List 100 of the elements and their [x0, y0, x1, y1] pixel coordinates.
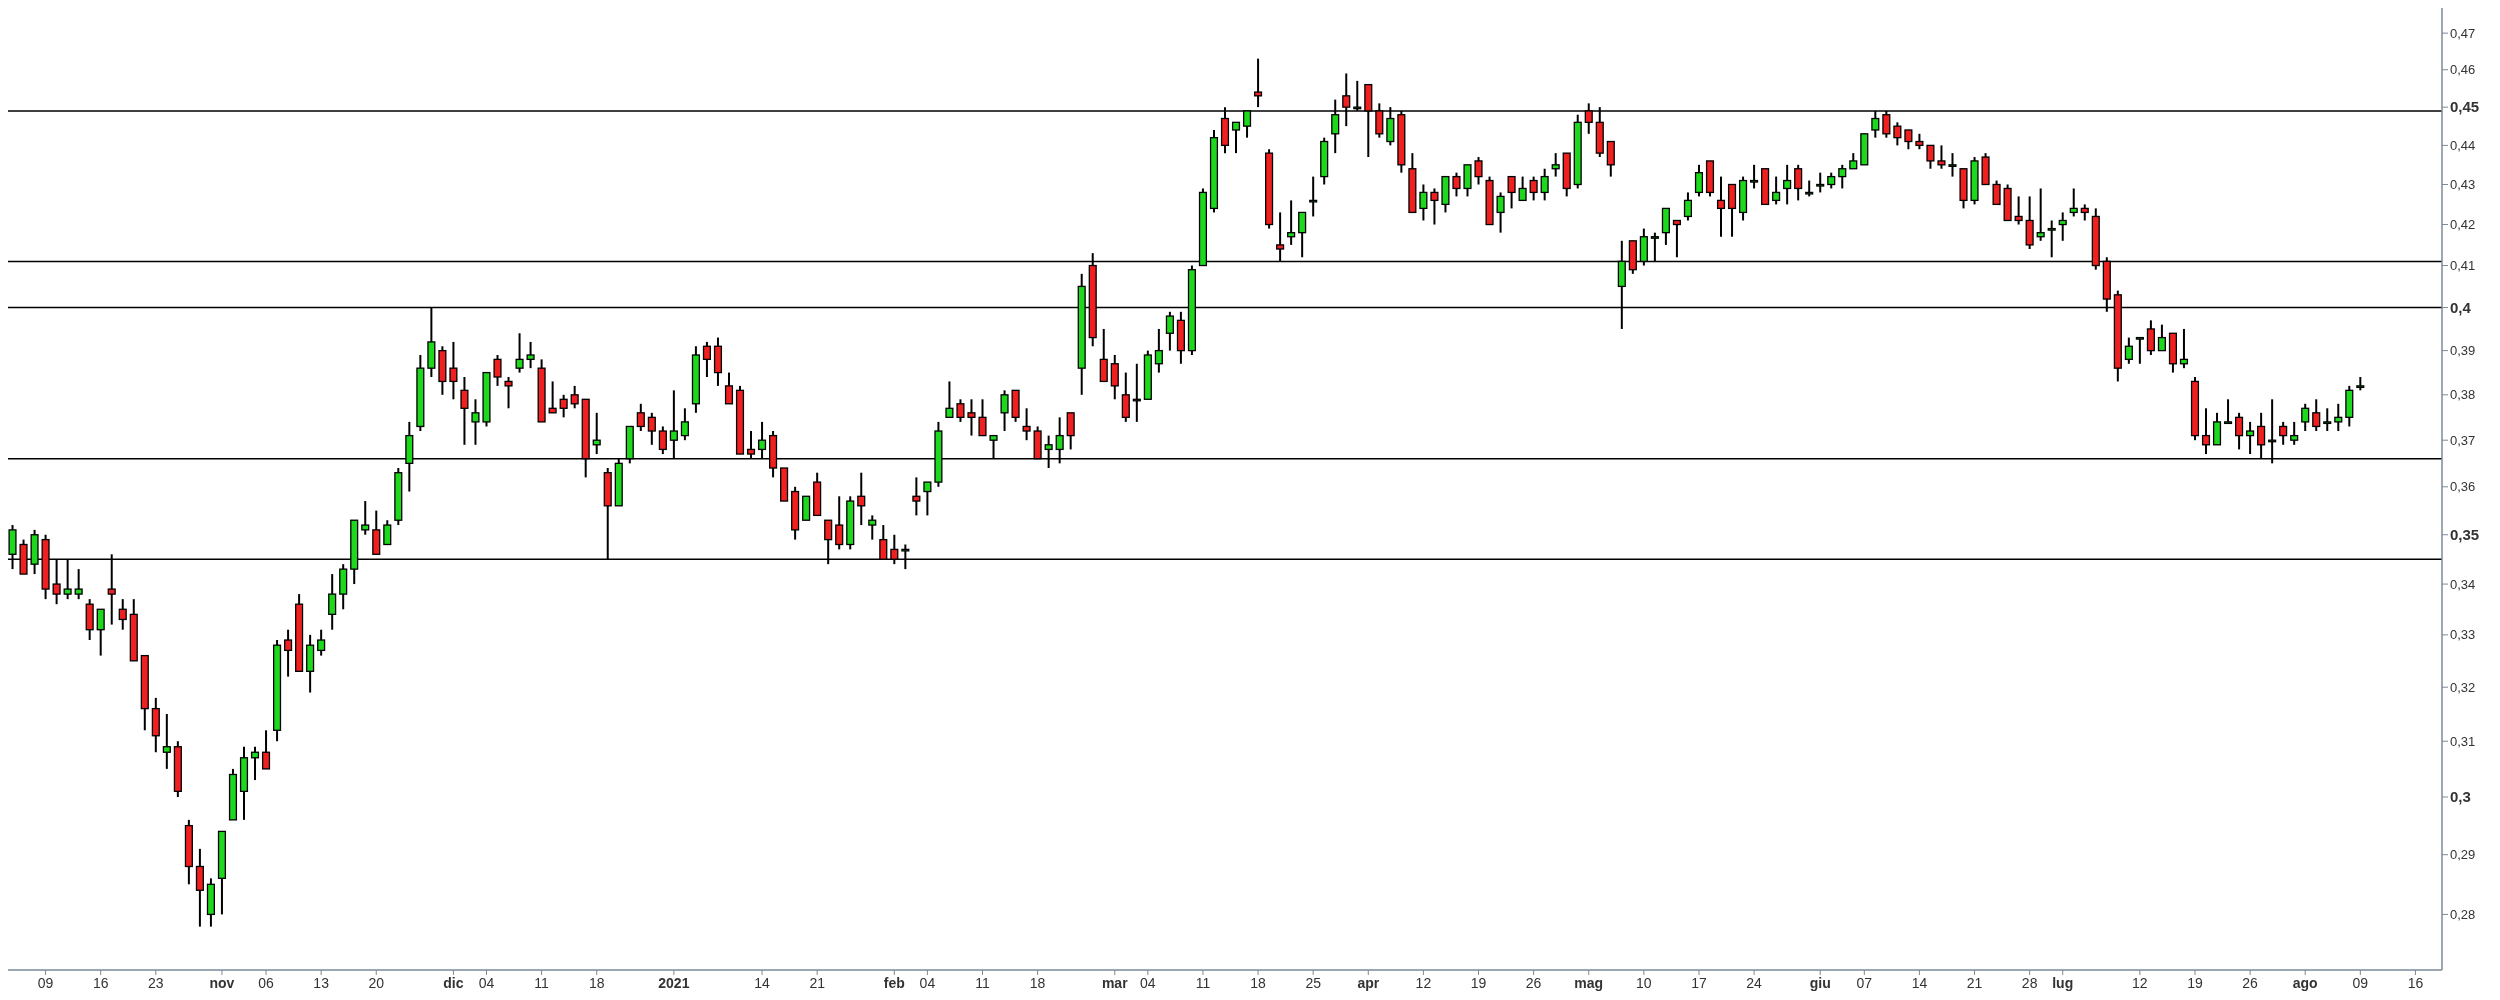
y-tick-label: 0,43	[2450, 177, 2476, 193]
candlestick	[1298, 211, 1307, 259]
candlestick	[923, 481, 932, 517]
candlestick	[1254, 57, 1263, 109]
candlestick	[1816, 171, 1825, 194]
x-tick-label: 16	[2407, 975, 2424, 991]
y-tick-label: 0,37	[2450, 432, 2476, 448]
candlestick	[515, 332, 524, 374]
x-tick-label: 21	[809, 975, 826, 991]
candlestick	[1496, 191, 1505, 234]
x-tick-label: 25	[1305, 975, 1322, 991]
x-tick-label: 26	[1525, 975, 1542, 991]
x-tick-label: 19	[2187, 975, 2203, 991]
candlestick	[1474, 156, 1483, 186]
y-tick-label: 0,41	[2450, 258, 2476, 274]
y-tick-label: 0,38	[2450, 387, 2476, 403]
candlestick	[956, 398, 965, 423]
x-tick-label: 11	[975, 975, 990, 991]
y-tick-label: 0,31	[2450, 733, 2476, 749]
candlestick	[317, 628, 326, 657]
x-tick-label: 06	[258, 975, 275, 991]
candlestick	[1551, 152, 1560, 178]
y-tick-label: 0,35	[2450, 525, 2480, 543]
candlestick	[868, 514, 877, 541]
candlestick	[802, 495, 811, 522]
candlestick	[1518, 175, 1527, 202]
x-tick-label: 07	[1856, 975, 1873, 991]
candlestick	[570, 384, 579, 410]
x-tick-label: 04	[1140, 975, 1156, 991]
candlestick	[1606, 140, 1615, 178]
y-tick-label: 0,46	[2450, 62, 2476, 78]
candlestick	[1948, 152, 1957, 178]
candlestick	[460, 376, 469, 446]
candlestick	[724, 371, 734, 405]
x-tick-label: 17	[1691, 975, 1707, 991]
candlestick	[2058, 211, 2067, 242]
candlestick	[2334, 402, 2343, 433]
x-tick-label: 2021	[658, 975, 690, 991]
x-tick-label: 14	[1911, 975, 1928, 991]
x-tick-label: 04	[478, 975, 495, 991]
y-tick-label: 0,28	[2450, 906, 2476, 922]
y-tick-label: 0,4	[2450, 298, 2472, 316]
y-tick-label: 0,45	[2450, 98, 2480, 116]
candlestick	[261, 729, 271, 770]
candlestick	[1794, 163, 1803, 202]
y-tick-label: 0,33	[2450, 627, 2476, 643]
candlestick	[1066, 411, 1075, 451]
candlestick	[1309, 175, 1318, 218]
x-tick-label: 13	[313, 975, 330, 991]
candlestick	[2235, 411, 2244, 451]
y-tick-label: 0,29	[2450, 847, 2476, 863]
candlestick	[361, 500, 370, 536]
x-tick-label: 16	[92, 975, 109, 991]
candlestick	[1165, 310, 1174, 352]
candlestick	[967, 398, 976, 437]
candlestick	[680, 407, 689, 442]
candlestick	[471, 398, 480, 446]
x-tick-label: 10	[1636, 975, 1652, 991]
x-tick-label: 28	[2021, 975, 2038, 991]
candlestick	[1716, 175, 1726, 238]
candlestick	[1231, 121, 1241, 155]
candlestick	[2014, 195, 2023, 226]
candlestick	[1154, 327, 1163, 374]
candlestick	[2323, 407, 2332, 433]
candlestick	[2246, 420, 2255, 456]
x-tick-label: 19	[1470, 975, 1487, 991]
y-tick-label: 0,36	[2450, 479, 2476, 495]
y-tick-label: 0,47	[2450, 25, 2476, 41]
candlestick	[702, 340, 712, 378]
x-tick-label: 18	[588, 975, 605, 991]
candlestick	[162, 713, 171, 770]
y-tick-label: 0,3	[2450, 788, 2471, 806]
candlestick	[1992, 179, 2001, 206]
x-tick-label: 24	[1746, 975, 1763, 991]
candlestick	[912, 476, 921, 517]
candlestick	[2301, 402, 2310, 433]
candlestick	[1287, 199, 1296, 246]
x-tick-label: lug	[2052, 975, 2074, 991]
x-tick-label: 12	[2132, 975, 2148, 991]
candlestick	[636, 402, 645, 433]
y-tick-label: 0,39	[2450, 343, 2476, 359]
candlestick	[1022, 407, 1031, 442]
x-tick-label: 04	[919, 975, 936, 991]
x-tick-label: ago	[2292, 975, 2318, 991]
candlestick	[2201, 407, 2211, 456]
candlestick	[1683, 191, 1693, 222]
candlestick	[1893, 121, 1902, 147]
candlestick	[526, 340, 535, 370]
candlestick	[2157, 323, 2166, 352]
x-tick-label: 21	[1966, 975, 1983, 991]
candlestick	[1121, 371, 1130, 423]
candlestick	[978, 398, 987, 437]
candlestick	[1110, 353, 1119, 401]
candlestick	[449, 340, 458, 401]
candlestick	[2036, 187, 2045, 242]
x-tick-label: 26	[2242, 975, 2259, 991]
candlestick	[1926, 144, 1935, 170]
candlestick	[2223, 398, 2233, 425]
y-tick-label: 0,34	[2450, 576, 2476, 592]
candlestick	[1750, 163, 1759, 190]
